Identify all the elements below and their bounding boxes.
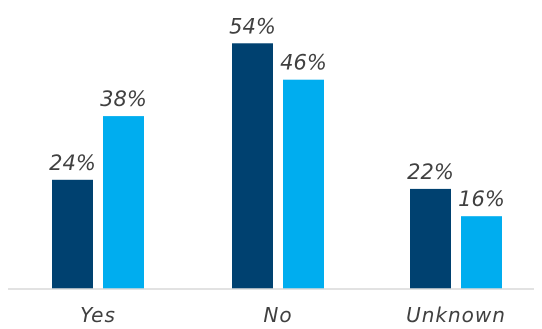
bar-no-series-2 — [283, 79, 324, 289]
x-tick-label-unknown: Unknown — [406, 303, 506, 327]
bar-yes-series-1 — [52, 179, 93, 289]
data-label-no-series-1: 54% — [229, 14, 276, 38]
data-label-unknown-series-2: 16% — [458, 187, 505, 211]
data-label-yes-series-1: 24% — [49, 151, 96, 175]
x-tick-label-yes: Yes — [80, 303, 116, 327]
bar-unknown-series-1 — [410, 188, 451, 289]
x-tick-label-no: No — [263, 303, 292, 327]
data-label-no-series-2: 46% — [280, 51, 327, 75]
x-tick-labels-group: Yes No Unknown — [80, 303, 506, 327]
data-label-yes-series-2: 38% — [100, 87, 147, 111]
bar-no-series-1 — [232, 43, 273, 289]
bars-group — [52, 43, 502, 289]
data-labels-group: 24% 38% 54%46% 22%16% — [49, 14, 505, 211]
bar-yes-series-2 — [103, 116, 144, 289]
bar-unknown-series-2 — [461, 216, 502, 289]
data-label-unknown-series-1: 22% — [407, 160, 454, 184]
